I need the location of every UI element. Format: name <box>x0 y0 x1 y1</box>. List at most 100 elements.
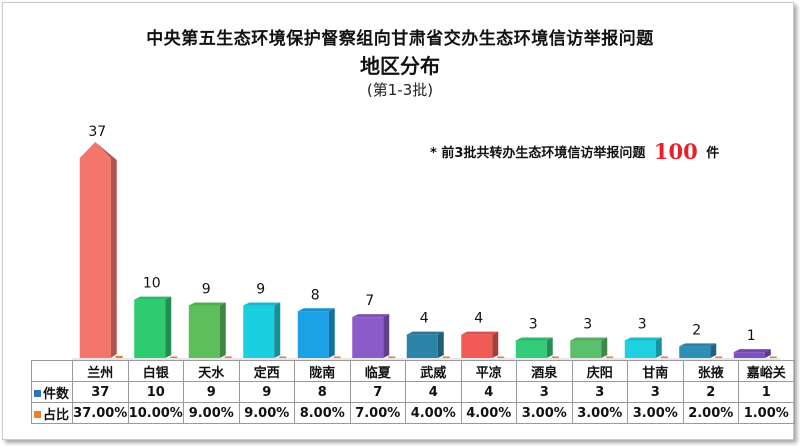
bar-1 <box>79 142 111 358</box>
bar-8-top <box>461 331 499 335</box>
table-category-13: 嘉峪关 <box>738 360 795 382</box>
share-bar-4 <box>279 356 287 358</box>
table-share-7: 4.00% <box>405 402 462 424</box>
table-row-counts: 件数 37 10 9 9 8 7 4 4 3 3 3 2 1 <box>31 381 795 403</box>
table-count-1: 37 <box>72 381 129 403</box>
share-bar-10 <box>606 356 614 358</box>
table-category-11: 甘南 <box>627 360 684 382</box>
series-name-count: 件数 <box>43 386 70 402</box>
table-count-3: 9 <box>183 381 240 403</box>
bar-13-side <box>764 349 771 358</box>
table-share-8: 4.00% <box>460 402 517 424</box>
total-note-number: 100 <box>653 139 698 164</box>
bar-12-side <box>710 343 717 358</box>
table-share-5: 8.00% <box>294 402 351 424</box>
data-label-4: 9 <box>256 281 265 297</box>
bar-3 <box>188 305 220 358</box>
data-table: 兰州 白银 天水 定西 陇南 临夏 武威 平凉 酒泉 庆阳 甘南 张掖 嘉峪关 件数 37 10 9 9 8 7 4… <box>31 360 795 424</box>
bar-11-side <box>655 337 662 358</box>
table-count-6: 7 <box>349 381 406 403</box>
data-label-8: 4 <box>474 311 483 327</box>
table-count-9: 3 <box>516 381 573 403</box>
table-count-2: 10 <box>127 381 184 403</box>
bar-10-side <box>601 337 608 358</box>
data-label-1: 37 <box>88 124 106 140</box>
bar-6 <box>352 317 384 358</box>
table-count-10: 3 <box>571 381 628 403</box>
table-share-13: 1.00% <box>738 402 795 424</box>
table-category-9: 酒泉 <box>516 360 573 382</box>
table-count-8: 4 <box>460 381 517 403</box>
table-share-1: 37.00% <box>72 402 129 424</box>
bar-7-side <box>437 331 444 358</box>
bar-5-side <box>328 308 335 358</box>
table-count-7: 4 <box>405 381 462 403</box>
table-share-9: 3.00% <box>516 402 573 424</box>
bar-1-side <box>95 142 117 358</box>
bar-13 <box>733 352 765 358</box>
bar-8 <box>461 334 493 358</box>
table-category-5: 陇南 <box>294 360 351 382</box>
bar-9-top <box>515 337 553 341</box>
table-share-6: 7.00% <box>349 402 406 424</box>
series-swatch-share <box>34 410 41 418</box>
bar-10-top <box>570 337 608 341</box>
bar-9-side <box>546 337 553 358</box>
series-label-share: 占比 <box>31 402 73 424</box>
bar-7 <box>406 334 438 358</box>
total-note: * 前3批共转办生态环境信访举报问题 100 件 <box>430 139 719 164</box>
bar-5-top <box>297 308 335 312</box>
table-count-11: 3 <box>627 381 684 403</box>
share-bar-1 <box>115 355 123 358</box>
data-label-12: 2 <box>692 322 701 338</box>
share-bar-2 <box>170 356 178 358</box>
table-share-11: 3.00% <box>627 402 684 424</box>
data-label-5: 8 <box>311 287 320 303</box>
data-label-9: 3 <box>529 316 538 332</box>
data-label-3: 9 <box>202 281 211 297</box>
table-count-4: 9 <box>238 381 295 403</box>
table-share-3: 9.00% <box>183 402 240 424</box>
bar-13-top <box>733 349 771 353</box>
bar-11-top <box>624 337 662 341</box>
chart-title: 中央第五生态环境保护督察组向甘肃省交办生态环境信访举报问题 <box>146 29 654 49</box>
share-bar-6 <box>388 356 396 358</box>
share-bar-3 <box>224 356 232 358</box>
bar-5 <box>297 311 329 358</box>
data-label-6: 7 <box>365 293 374 309</box>
share-bar-7 <box>442 356 450 358</box>
total-note-suffix: 件 <box>706 146 720 161</box>
series-name-share: 占比 <box>43 407 70 423</box>
share-bar-13 <box>769 356 777 358</box>
data-label-11: 3 <box>638 316 647 332</box>
series-swatch-count <box>34 389 41 397</box>
chart-batch-label: (第1-3批) <box>366 81 434 99</box>
table-corner <box>31 360 73 382</box>
bar-4-top <box>243 302 281 306</box>
bar-6-top <box>352 314 390 318</box>
bar-10 <box>570 340 602 358</box>
table-category-3: 天水 <box>183 360 240 382</box>
total-note-prefix: * 前3批共转办生态环境信访举报问题 <box>430 146 646 161</box>
table-share-2: 10.00% <box>127 402 184 424</box>
data-label-2: 10 <box>143 276 161 292</box>
chart-subtitle: 地区分布 <box>360 54 440 78</box>
table-category-4: 定西 <box>238 360 295 382</box>
bar-12-top <box>679 343 717 347</box>
bar-6-side <box>383 314 390 358</box>
table-count-12: 2 <box>682 381 739 403</box>
bar-4 <box>243 305 275 358</box>
table-share-10: 3.00% <box>571 402 628 424</box>
table-category-7: 武威 <box>405 360 462 382</box>
share-bar-9 <box>551 356 559 358</box>
bar-7-top <box>406 331 444 335</box>
table-category-10: 庆阳 <box>571 360 628 382</box>
bar-2 <box>134 299 166 358</box>
table-category-1: 兰州 <box>72 360 129 382</box>
bar-8-side <box>492 331 499 358</box>
data-label-10: 3 <box>583 316 592 332</box>
table-category-2: 白银 <box>127 360 184 382</box>
table-category-8: 平凉 <box>460 360 517 382</box>
bar-11 <box>624 340 656 358</box>
